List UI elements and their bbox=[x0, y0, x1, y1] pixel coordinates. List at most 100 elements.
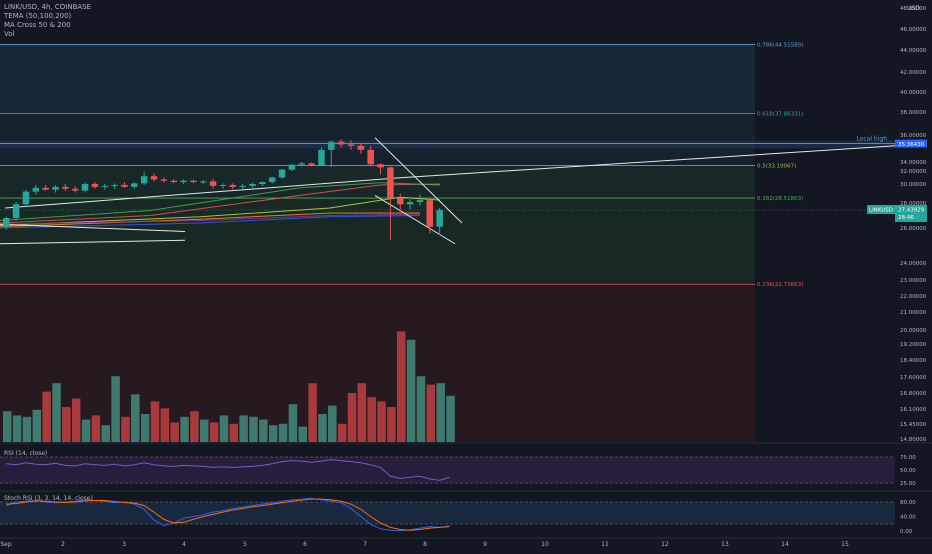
volume-bar bbox=[160, 408, 170, 442]
candle-body bbox=[81, 184, 89, 191]
candle-body bbox=[259, 182, 266, 184]
volume-bar bbox=[268, 425, 278, 442]
stoch-tick-label: 80.00 bbox=[900, 500, 916, 506]
candle-body bbox=[180, 180, 187, 183]
rsi-tick-label: 25.00 bbox=[900, 481, 916, 487]
local-high-text: Local high bbox=[856, 136, 887, 143]
candle-body bbox=[42, 187, 49, 190]
volume-bar bbox=[347, 393, 357, 442]
candle-body bbox=[268, 177, 276, 183]
candle-body bbox=[91, 184, 99, 187]
candle-body bbox=[239, 185, 246, 187]
time-tick-label: 4 bbox=[182, 541, 186, 548]
price-tick-label: 28.00000 bbox=[900, 201, 927, 207]
fib-label-1: 0.618(37.86331) bbox=[757, 112, 803, 118]
volume-bar bbox=[259, 419, 268, 442]
candle-body bbox=[160, 179, 168, 181]
candle-body bbox=[298, 163, 305, 165]
indicator-volume-label[interactable]: Vol bbox=[4, 30, 15, 38]
volume-bar bbox=[387, 407, 396, 442]
time-tick-label: 7 bbox=[363, 541, 367, 548]
symbol-title: LINK/USD, 4h, COINBASE bbox=[4, 3, 92, 11]
stoch-label: Stoch RSI (3, 3, 14, 14, close) bbox=[4, 495, 93, 502]
long-trendline bbox=[394, 145, 896, 179]
stoch-band bbox=[0, 502, 895, 524]
volume-bar bbox=[42, 391, 51, 442]
time-tick-label: 8 bbox=[423, 541, 427, 548]
ma-cross-50-line bbox=[0, 212, 420, 228]
rsi-tick-label: 50.00 bbox=[900, 468, 916, 474]
rsi-tick-label: 75.00 bbox=[900, 455, 916, 461]
volume-bar bbox=[426, 384, 436, 442]
time-tick-label: 13 bbox=[721, 541, 729, 548]
price-tick-label: 24.00000 bbox=[900, 261, 927, 267]
volume-bar bbox=[328, 405, 337, 442]
candle-body bbox=[101, 185, 108, 187]
symbol-tag bbox=[867, 205, 896, 215]
volume-bar bbox=[131, 394, 140, 442]
time-tick-label: 11 bbox=[601, 541, 609, 548]
current-price-tag bbox=[895, 205, 927, 223]
time-tick-label: 6 bbox=[303, 541, 307, 548]
candle-body bbox=[22, 191, 30, 205]
candle-body bbox=[347, 144, 355, 146]
ma-cross-200-line bbox=[0, 215, 421, 229]
volume-bar bbox=[318, 414, 327, 442]
price-tick-label: 48.00000 bbox=[900, 6, 927, 12]
indicator-tema-label[interactable]: TEMA (50,100,200) bbox=[4, 12, 72, 20]
local-high-tag bbox=[895, 139, 927, 148]
volume-bar bbox=[150, 401, 160, 442]
tema-100-line bbox=[0, 182, 441, 221]
time-tick-label: 5 bbox=[243, 541, 247, 548]
volume-bar bbox=[219, 415, 229, 442]
candle-body bbox=[377, 164, 384, 168]
price-tick-label: 42.00000 bbox=[900, 70, 927, 76]
volume-bar bbox=[12, 415, 22, 442]
indicator-ma-cross-label[interactable]: MA Cross 50 & 200 bbox=[4, 21, 71, 29]
volume-bar bbox=[446, 395, 455, 442]
stoch-tick-label: 40.00 bbox=[900, 515, 916, 521]
channel-upper-line bbox=[374, 137, 463, 224]
price-tick-label: 18.40000 bbox=[900, 358, 927, 364]
rsi-band bbox=[0, 457, 895, 483]
volume-bar bbox=[249, 416, 258, 442]
price-tick-label: 26.00000 bbox=[900, 226, 927, 232]
candle-body bbox=[318, 149, 325, 166]
tema-50-line bbox=[0, 183, 441, 224]
candle-body bbox=[249, 184, 256, 186]
candle-body bbox=[337, 141, 345, 145]
candle-body bbox=[62, 186, 69, 189]
candle-body bbox=[426, 200, 434, 227]
ma-purple-line bbox=[0, 213, 421, 225]
candle-body bbox=[52, 186, 59, 190]
candle-body bbox=[200, 181, 207, 183]
volume-bar bbox=[367, 397, 376, 442]
tema-200-line bbox=[0, 196, 441, 226]
volume-bar bbox=[397, 331, 406, 442]
time-tick-label: Sep bbox=[0, 541, 12, 548]
fib-zone-05 bbox=[0, 165, 755, 199]
volume-bar bbox=[140, 414, 150, 442]
time-tick-label: 12 bbox=[661, 541, 669, 548]
support-line-a bbox=[0, 223, 186, 232]
price-tick-label: 40.00000 bbox=[900, 90, 927, 96]
candle-body bbox=[3, 218, 10, 227]
candle-body bbox=[12, 204, 20, 218]
candle-body bbox=[209, 181, 217, 186]
price-tick-label: 44.00000 bbox=[900, 48, 927, 54]
volume-bar bbox=[121, 416, 130, 442]
fib-label-2: 0.5(33.19067) bbox=[757, 164, 796, 170]
volume-bar bbox=[406, 339, 416, 442]
local-high-value: 35.36430 bbox=[898, 142, 925, 148]
candle-body bbox=[416, 200, 424, 203]
time-tick-label: 2 bbox=[61, 541, 65, 548]
volume-bar bbox=[416, 376, 426, 442]
volume-bar bbox=[308, 383, 317, 442]
volume-bar bbox=[190, 411, 199, 442]
candle-body bbox=[278, 169, 286, 178]
volume-bar bbox=[3, 411, 12, 442]
candle-body bbox=[387, 167, 394, 199]
current-price-value: 27.43929 bbox=[898, 208, 925, 214]
